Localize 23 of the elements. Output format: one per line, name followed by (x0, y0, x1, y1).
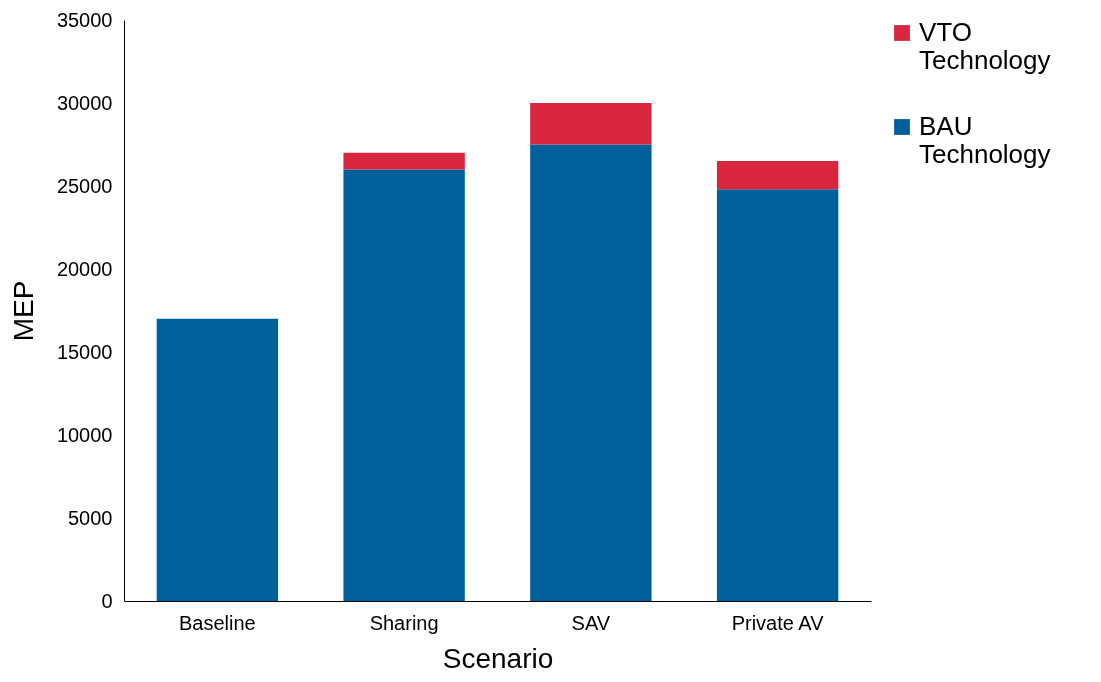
y-tick-label: 15000 (56, 340, 113, 363)
x-tick-label: Baseline (179, 611, 256, 634)
y-axis-title: MEP (7, 280, 39, 342)
x-tick-label: Sharing (369, 611, 439, 634)
y-tick-label: 5000 (68, 506, 113, 529)
y-tick-label: 20000 (56, 257, 113, 280)
bar (716, 161, 839, 190)
x-tick-label: SAV (571, 611, 611, 634)
y-tick-label: 35000 (56, 8, 113, 31)
y-tick-label: 10000 (56, 423, 113, 446)
x-tick-label: Private AV (731, 611, 825, 634)
x-axis-title: Scenario (442, 642, 554, 674)
bar (530, 103, 652, 145)
bar (343, 152, 465, 170)
legend-label: BAU Technology (919, 111, 1051, 169)
bar (343, 169, 465, 601)
bar (716, 189, 839, 601)
y-tick-label: 0 (101, 589, 113, 612)
bar (156, 318, 279, 601)
y-tick-label: 25000 (56, 174, 113, 197)
y-tick-label: 30000 (56, 91, 113, 114)
legend-label: VTO Technology (919, 17, 1051, 75)
bar (530, 144, 652, 601)
